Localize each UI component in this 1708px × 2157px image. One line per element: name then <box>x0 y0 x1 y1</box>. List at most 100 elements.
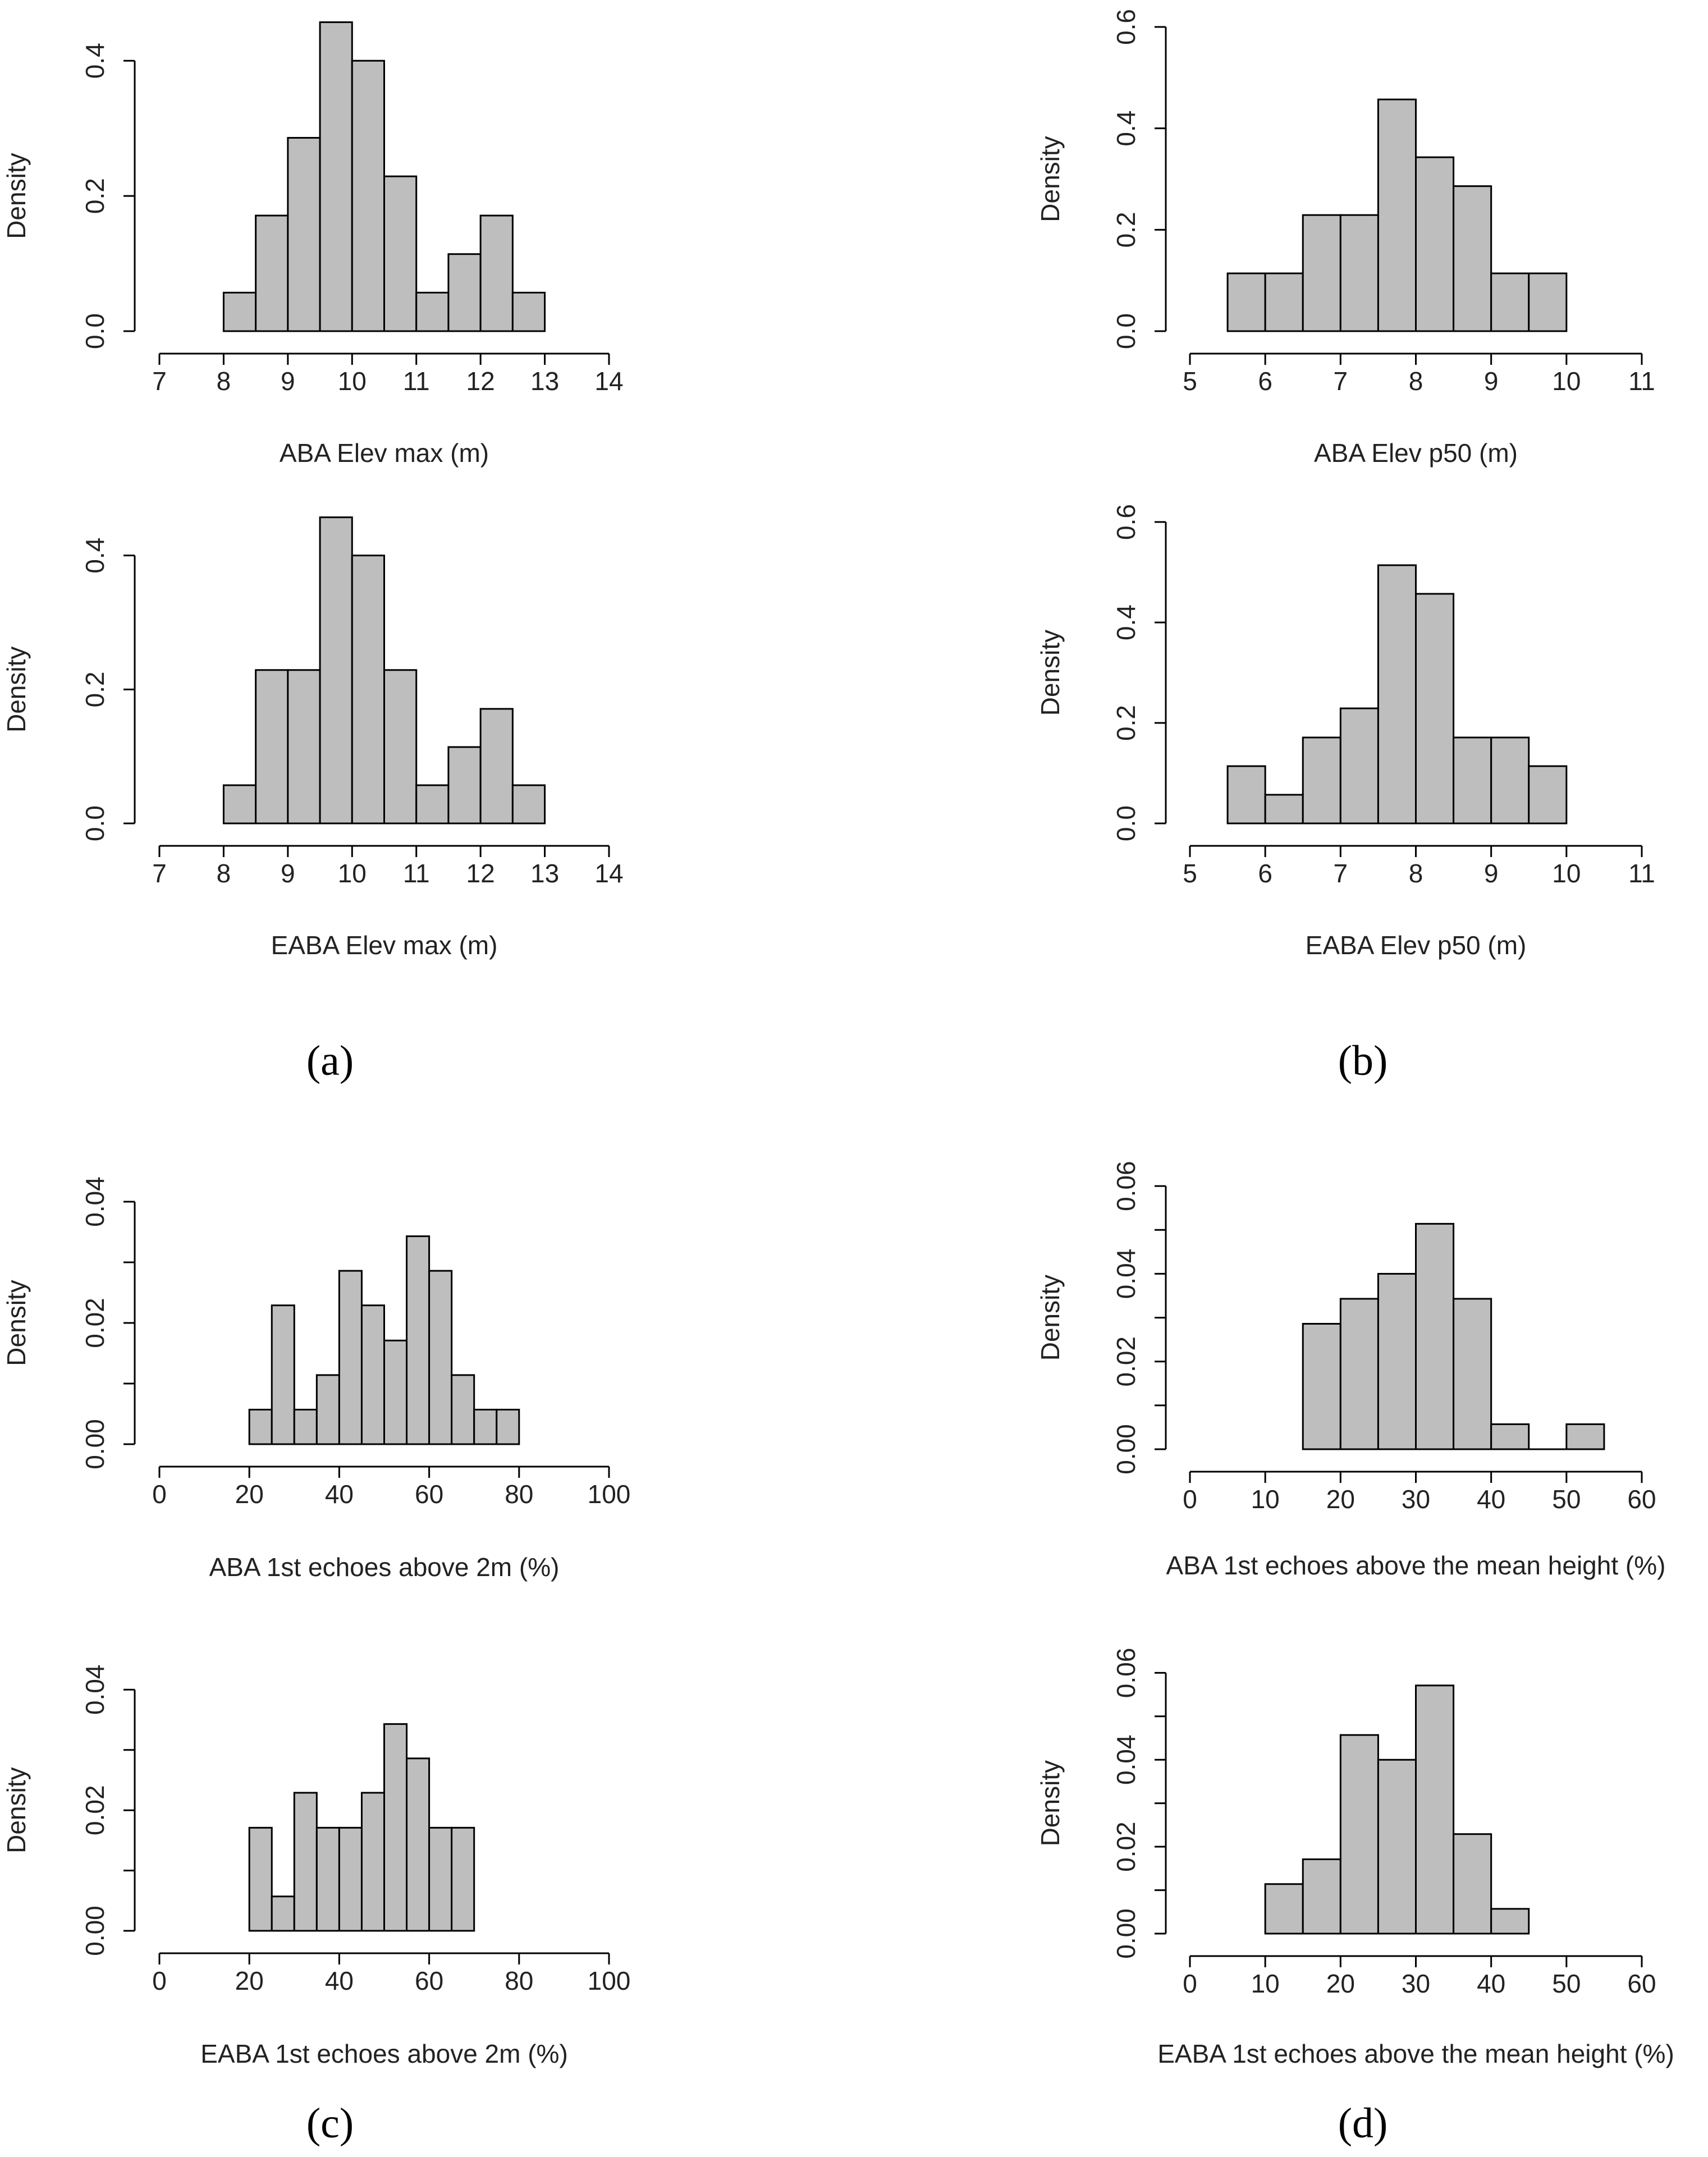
y-axis-label: Density <box>1036 1275 1065 1361</box>
x-tick-label: 10 <box>1251 1485 1280 1514</box>
histogram-bar <box>1415 156 1455 332</box>
chart-panel-d-bottom: 0 10 20 30 40 50 60 0.00 0.02 0.04 0.06 EABA 1st ec… <box>1036 1648 1674 2068</box>
histogram-bar <box>315 1826 340 1932</box>
x-tick-label: 11 <box>1628 859 1655 888</box>
panel-label-c: (c) <box>306 2100 354 2147</box>
x-tick-label: 8 <box>217 859 231 888</box>
x-tick-label: 11 <box>403 367 430 396</box>
y-tick-label: 0.04 <box>80 1665 109 1715</box>
x-axis-label: EABA Elev p50 (m) <box>1306 931 1527 960</box>
histogram-bar <box>1264 794 1304 825</box>
chart-panel-d-top: 0 10 20 30 40 50 60 0.00 0.02 0.04 0.06 ABA 1st ech… <box>1036 1161 1665 1580</box>
x-axis-label: ABA 1st echoes above the mean height (%) <box>1166 1551 1666 1580</box>
x-tick-label: 0 <box>1183 1969 1197 1998</box>
y-tick-label: 0.4 <box>80 43 109 79</box>
x-tick-label: 14 <box>594 859 623 888</box>
histogram-bar <box>255 214 289 332</box>
histogram-bar <box>248 1408 273 1445</box>
histogram-bar <box>351 555 385 825</box>
panel-label-d: (d) <box>1338 2100 1388 2147</box>
histogram-bar <box>271 1304 295 1445</box>
histogram-bar <box>1415 1222 1455 1450</box>
histogram-bar <box>473 1408 498 1445</box>
y-axis-label: Density <box>2 153 31 239</box>
y-tick-label: 0.02 <box>80 1298 109 1348</box>
y-tick-label: 0.06 <box>1111 1161 1141 1211</box>
x-tick-label: 0 <box>152 1966 167 1995</box>
x-tick-label: 80 <box>505 1966 533 1995</box>
y-tick-label: 0.4 <box>80 538 109 574</box>
histogram-bar <box>255 669 289 825</box>
x-tick-label: 10 <box>1251 1969 1280 1998</box>
histogram-bar <box>287 137 321 332</box>
y-tick-label: 0.2 <box>80 671 109 707</box>
histogram-bar <box>428 1826 453 1932</box>
histogram-bar <box>406 1757 431 1932</box>
histogram-bar <box>1453 1833 1492 1935</box>
y-tick-label: 0.00 <box>1111 1424 1141 1474</box>
histogram-bar <box>1453 736 1492 825</box>
histogram-bar <box>271 1895 295 1932</box>
x-tick-label: 10 <box>338 367 367 396</box>
histogram-bar <box>1302 1858 1341 1935</box>
y-tick-label: 0.6 <box>1111 9 1141 45</box>
y-tick-label: 0.00 <box>1111 1908 1141 1959</box>
x-axis-label: EABA Elev max (m) <box>271 931 498 960</box>
y-tick-label: 0.4 <box>1111 111 1141 146</box>
histogram-bar <box>338 1270 363 1445</box>
histogram-bar <box>1264 272 1304 332</box>
y-tick-label: 0.02 <box>1111 1336 1141 1387</box>
histogram-bar <box>415 291 450 332</box>
histogram-bar <box>511 291 546 332</box>
x-tick-label: 14 <box>594 367 623 396</box>
histogram-bar <box>383 175 418 332</box>
x-axis-label: ABA 1st echoes above 2m (%) <box>209 1553 560 1582</box>
x-tick-label: 5 <box>1183 859 1197 888</box>
x-tick-label: 9 <box>1484 859 1499 888</box>
y-tick-label: 0.06 <box>1111 1648 1141 1698</box>
histogram-bar <box>351 59 385 332</box>
histogram-bar <box>1490 736 1530 825</box>
histogram-bar <box>479 214 514 332</box>
y-tick-label: 0.2 <box>1111 212 1141 248</box>
x-tick-label: 60 <box>415 1480 443 1509</box>
y-axis-label: Density <box>2 1280 31 1366</box>
histogram-bar <box>496 1408 520 1445</box>
histogram-bar <box>1264 1883 1304 1935</box>
x-tick-label: 50 <box>1552 1485 1581 1514</box>
histogram-bar <box>1490 272 1530 332</box>
histogram-bar <box>428 1270 453 1445</box>
x-tick-label: 40 <box>325 1966 354 1995</box>
x-tick-label: 7 <box>152 859 167 888</box>
histogram-bar <box>1565 1423 1605 1450</box>
y-tick-label: 0.2 <box>1111 705 1141 741</box>
histogram-bar <box>293 1792 318 1932</box>
histogram-bar <box>1490 1423 1530 1450</box>
histogram-bar <box>360 1792 386 1932</box>
x-axis-label: ABA Elev p50 (m) <box>1314 438 1518 468</box>
x-axis-label: EABA 1st echoes above 2m (%) <box>200 2039 568 2068</box>
y-axis-label: Density <box>1036 136 1065 222</box>
y-tick-label: 0.04 <box>1111 1249 1141 1299</box>
histogram-bar <box>415 784 450 825</box>
y-tick-label: 0.02 <box>80 1785 109 1835</box>
histogram-bar <box>451 1826 475 1932</box>
x-tick-label: 6 <box>1258 859 1272 888</box>
histogram-bar <box>1528 765 1568 825</box>
histogram-bar <box>319 21 353 332</box>
y-tick-label: 0.00 <box>80 1419 109 1469</box>
x-tick-label: 7 <box>1334 859 1348 888</box>
histogram-bar <box>1528 272 1568 332</box>
charts-root: 7 8 9 10 11 12 13 14 0.0 0.2 0.4 ABA Elev max (m) De… <box>2 9 1674 2068</box>
x-axis-label: EABA 1st echoes above the mean height (%… <box>1157 2039 1674 2068</box>
x-tick-label: 60 <box>1627 1485 1656 1514</box>
histogram-bar <box>222 784 257 825</box>
y-tick-label: 0.4 <box>1111 604 1141 640</box>
histogram-bar <box>1226 272 1266 332</box>
x-axis-label: ABA Elev max (m) <box>280 438 489 468</box>
y-axis-label: Density <box>2 1767 31 1853</box>
y-tick-label: 0.0 <box>1111 313 1141 349</box>
histogram-bar <box>1302 1323 1341 1450</box>
x-tick-label: 13 <box>530 859 559 888</box>
